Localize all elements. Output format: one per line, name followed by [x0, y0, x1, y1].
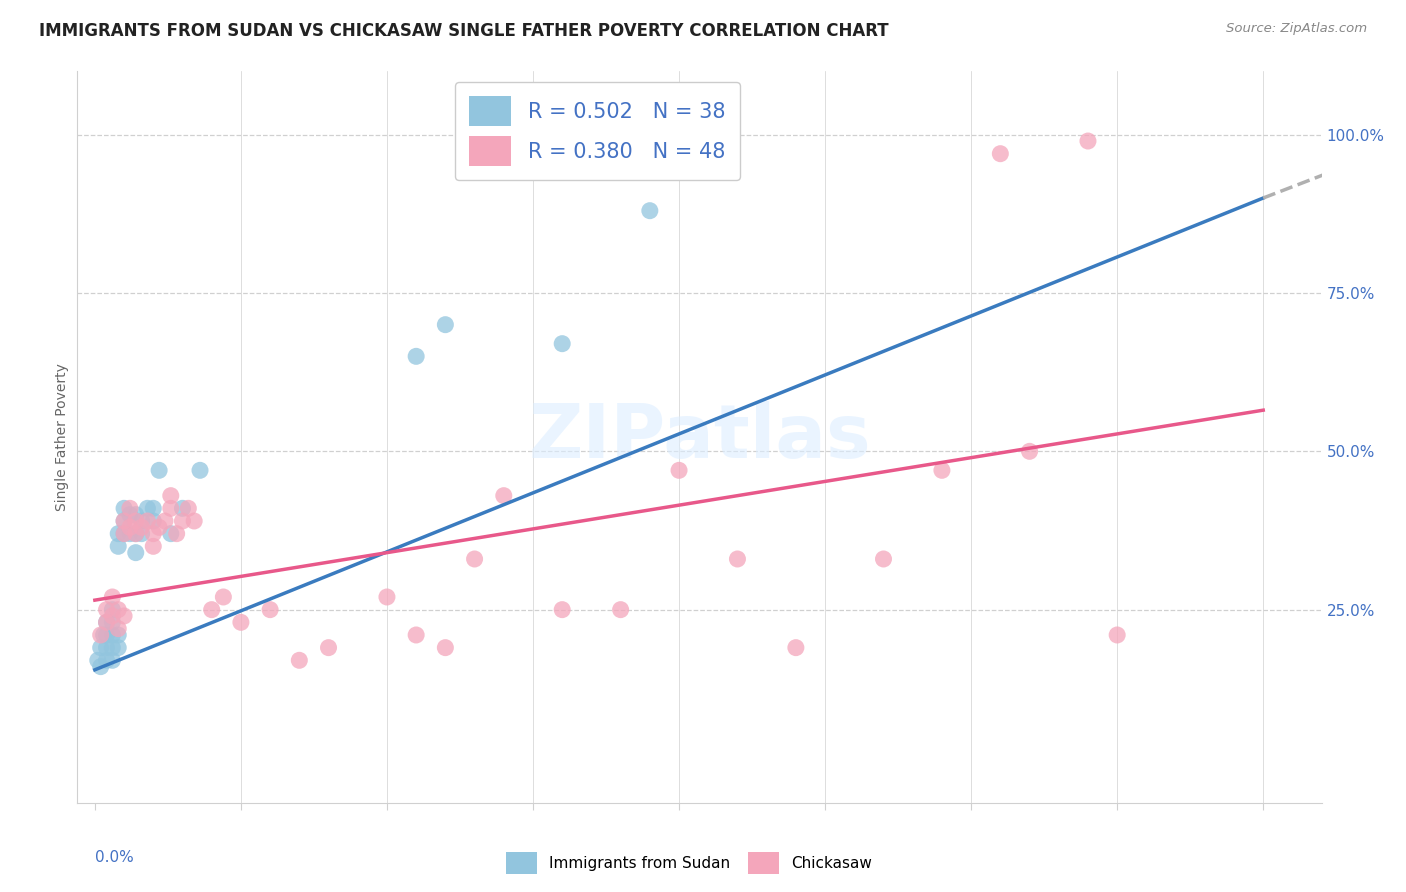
Point	[259, 602, 281, 616]
Point	[101, 640, 124, 655]
Point	[107, 628, 129, 642]
Point	[988, 146, 1011, 161]
Text: IMMIGRANTS FROM SUDAN VS CHICKASAW SINGLE FATHER POVERTY CORRELATION CHART: IMMIGRANTS FROM SUDAN VS CHICKASAW SINGL…	[39, 22, 889, 40]
Point	[188, 463, 211, 477]
Point	[201, 602, 224, 616]
Point	[90, 659, 112, 673]
Point	[125, 526, 148, 541]
Point	[90, 628, 112, 642]
Point	[96, 653, 118, 667]
Point	[118, 501, 141, 516]
Point	[464, 552, 486, 566]
Point	[93, 628, 115, 642]
Point	[153, 514, 176, 528]
Legend: Immigrants from Sudan, Chickasaw: Immigrants from Sudan, Chickasaw	[501, 846, 877, 880]
Point	[118, 520, 141, 534]
Point	[288, 653, 311, 667]
Y-axis label: Single Father Poverty: Single Father Poverty	[55, 363, 69, 511]
Point	[96, 628, 118, 642]
Point	[1018, 444, 1040, 458]
Point	[142, 526, 165, 541]
Point	[101, 628, 124, 642]
Text: ZIPatlas: ZIPatlas	[529, 401, 870, 474]
Point	[136, 514, 159, 528]
Point	[136, 501, 159, 516]
Point	[107, 622, 129, 636]
Point	[142, 501, 165, 516]
Point	[318, 640, 340, 655]
Point	[609, 602, 631, 616]
Point	[87, 653, 110, 667]
Legend: R = 0.502   N = 38, R = 0.380   N = 48: R = 0.502 N = 38, R = 0.380 N = 48	[454, 82, 740, 180]
Point	[112, 514, 135, 528]
Point	[142, 514, 165, 528]
Point	[1077, 134, 1099, 148]
Point	[112, 526, 135, 541]
Point	[118, 526, 141, 541]
Point	[492, 489, 515, 503]
Point	[872, 552, 894, 566]
Point	[101, 609, 124, 624]
Text: Source: ZipAtlas.com: Source: ZipAtlas.com	[1226, 22, 1367, 36]
Point	[931, 463, 953, 477]
Point	[125, 526, 148, 541]
Point	[125, 514, 148, 528]
Point	[405, 349, 427, 363]
Point	[107, 640, 129, 655]
Point	[434, 640, 457, 655]
Point	[183, 514, 205, 528]
Point	[212, 590, 235, 604]
Point	[1107, 628, 1129, 642]
Point	[96, 615, 118, 630]
Point	[172, 501, 194, 516]
Point	[90, 640, 112, 655]
Point	[107, 526, 129, 541]
Point	[101, 615, 124, 630]
Text: 0.0%: 0.0%	[94, 850, 134, 865]
Point	[668, 463, 690, 477]
Point	[131, 526, 153, 541]
Point	[159, 489, 181, 503]
Point	[142, 539, 165, 553]
Point	[551, 336, 574, 351]
Point	[112, 526, 135, 541]
Point	[148, 520, 170, 534]
Point	[96, 602, 118, 616]
Point	[551, 602, 574, 616]
Point	[148, 463, 170, 477]
Point	[229, 615, 252, 630]
Point	[112, 609, 135, 624]
Point	[405, 628, 427, 642]
Point	[177, 501, 200, 516]
Point	[172, 514, 194, 528]
Point	[159, 526, 181, 541]
Point	[131, 520, 153, 534]
Point	[131, 514, 153, 528]
Point	[638, 203, 661, 218]
Point	[375, 590, 398, 604]
Point	[107, 602, 129, 616]
Point	[727, 552, 749, 566]
Point	[159, 501, 181, 516]
Point	[125, 546, 148, 560]
Point	[96, 640, 118, 655]
Point	[96, 615, 118, 630]
Point	[118, 508, 141, 522]
Point	[166, 526, 188, 541]
Point	[101, 602, 124, 616]
Point	[785, 640, 807, 655]
Point	[101, 590, 124, 604]
Point	[101, 653, 124, 667]
Point	[434, 318, 457, 332]
Point	[112, 501, 135, 516]
Point	[112, 514, 135, 528]
Point	[107, 539, 129, 553]
Point	[125, 508, 148, 522]
